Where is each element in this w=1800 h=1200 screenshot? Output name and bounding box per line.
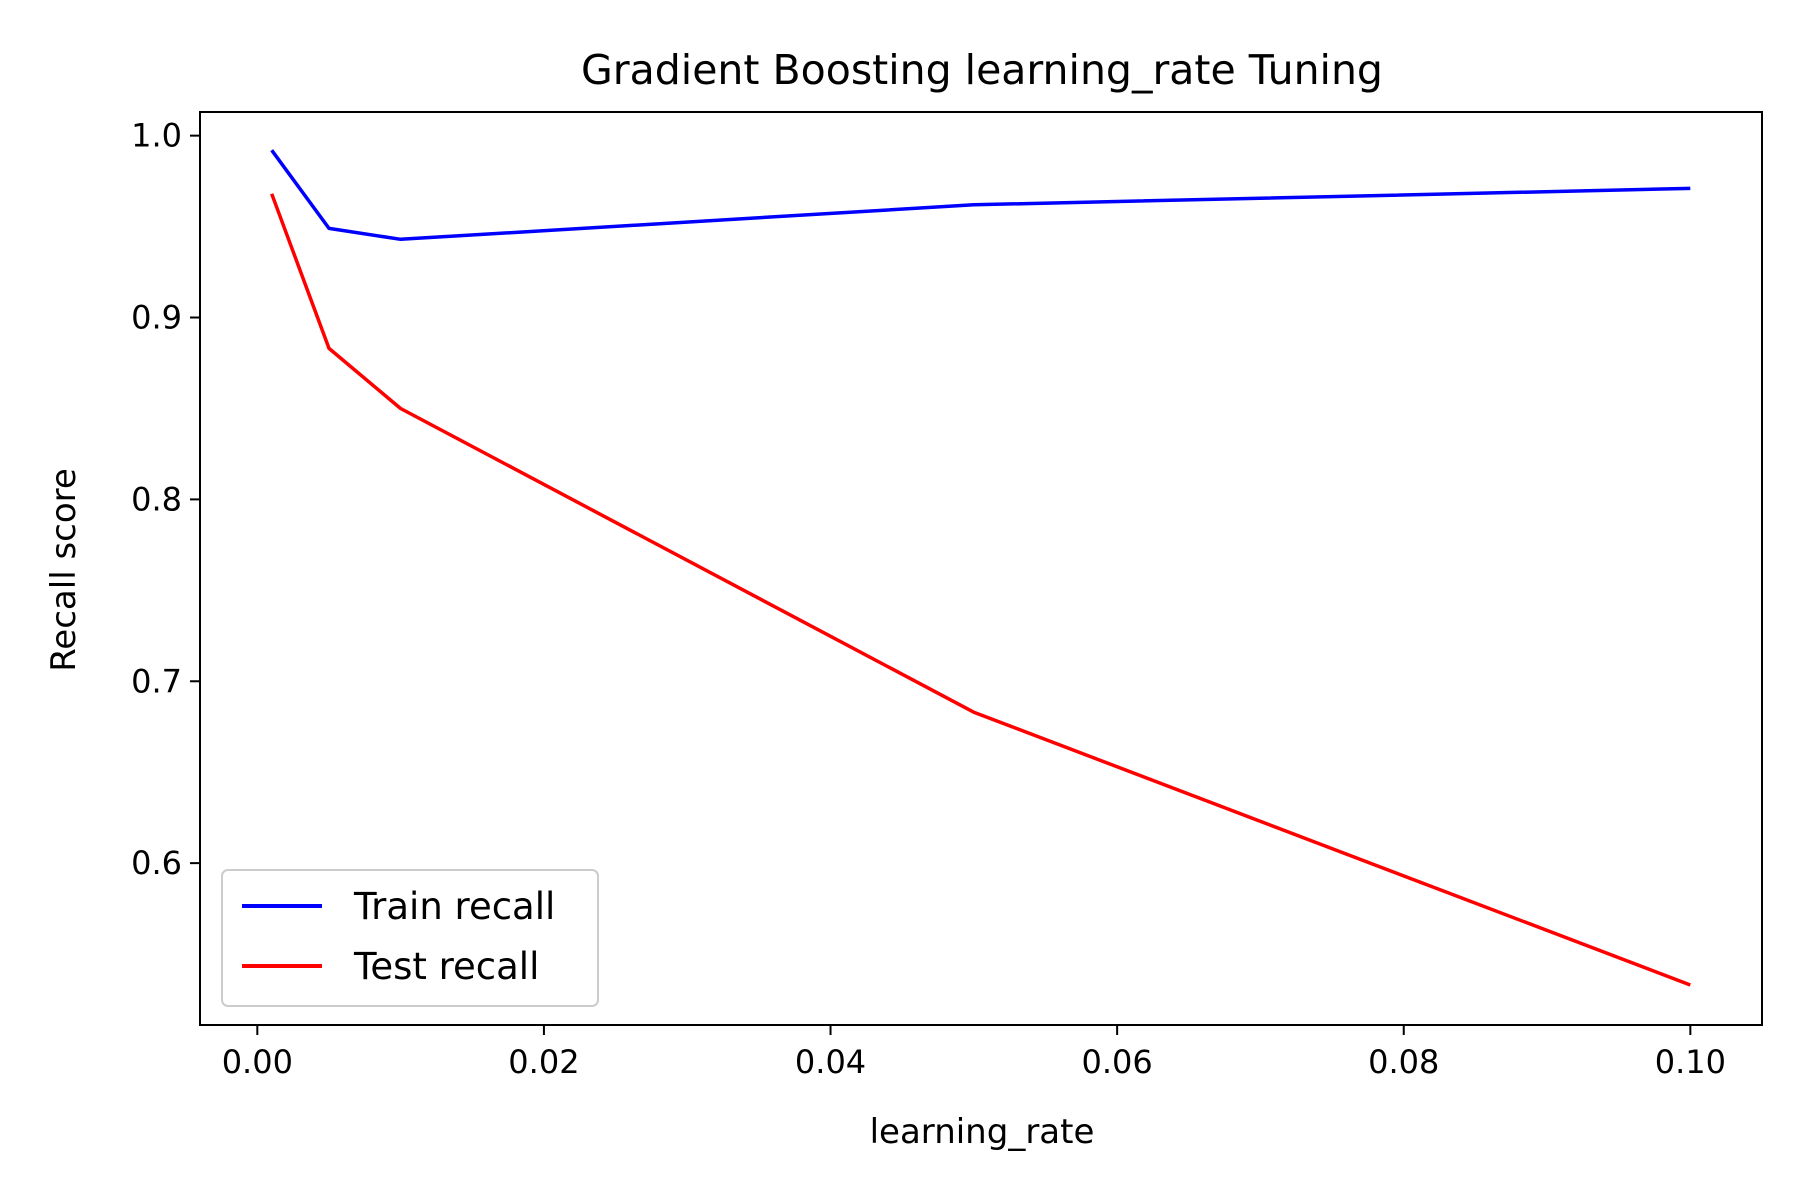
y-tick-label: 0.6 — [131, 844, 182, 882]
y-tick-label: 0.7 — [131, 662, 182, 700]
legend-label: Train recall — [353, 885, 555, 928]
plot-frame — [199, 111, 1763, 1026]
y-tick-label: 0.8 — [131, 480, 182, 518]
plot-area — [199, 111, 1763, 1026]
chart-title: Gradient Boosting learning_rate Tuning — [581, 46, 1383, 94]
y-axis-ticks: 0.6 0.7 0.8 0.9 1.0 — [131, 117, 200, 882]
x-tick-label: 0.02 — [508, 1043, 579, 1081]
y-axis-label: Recall score — [44, 468, 84, 672]
x-tick-label: 0.08 — [1368, 1043, 1439, 1081]
x-tick-label: 0.00 — [222, 1043, 293, 1081]
x-axis-ticks: 0.00 0.02 0.04 0.06 0.08 0.10 — [222, 1025, 1726, 1081]
y-tick-label: 0.9 — [131, 299, 182, 337]
x-tick-label: 0.06 — [1082, 1043, 1153, 1081]
x-tick-label: 0.04 — [795, 1043, 866, 1081]
legend: Train recall Test recall — [221, 869, 599, 1007]
legend-label: Test recall — [353, 945, 539, 988]
x-tick-label: 0.10 — [1655, 1043, 1726, 1081]
series-lines — [270, 149, 1691, 987]
series-line-train-recall — [270, 149, 1691, 242]
series-line-test-recall — [270, 193, 1691, 987]
y-tick-label: 1.0 — [131, 117, 182, 155]
x-axis-label: learning_rate — [870, 1112, 1095, 1152]
